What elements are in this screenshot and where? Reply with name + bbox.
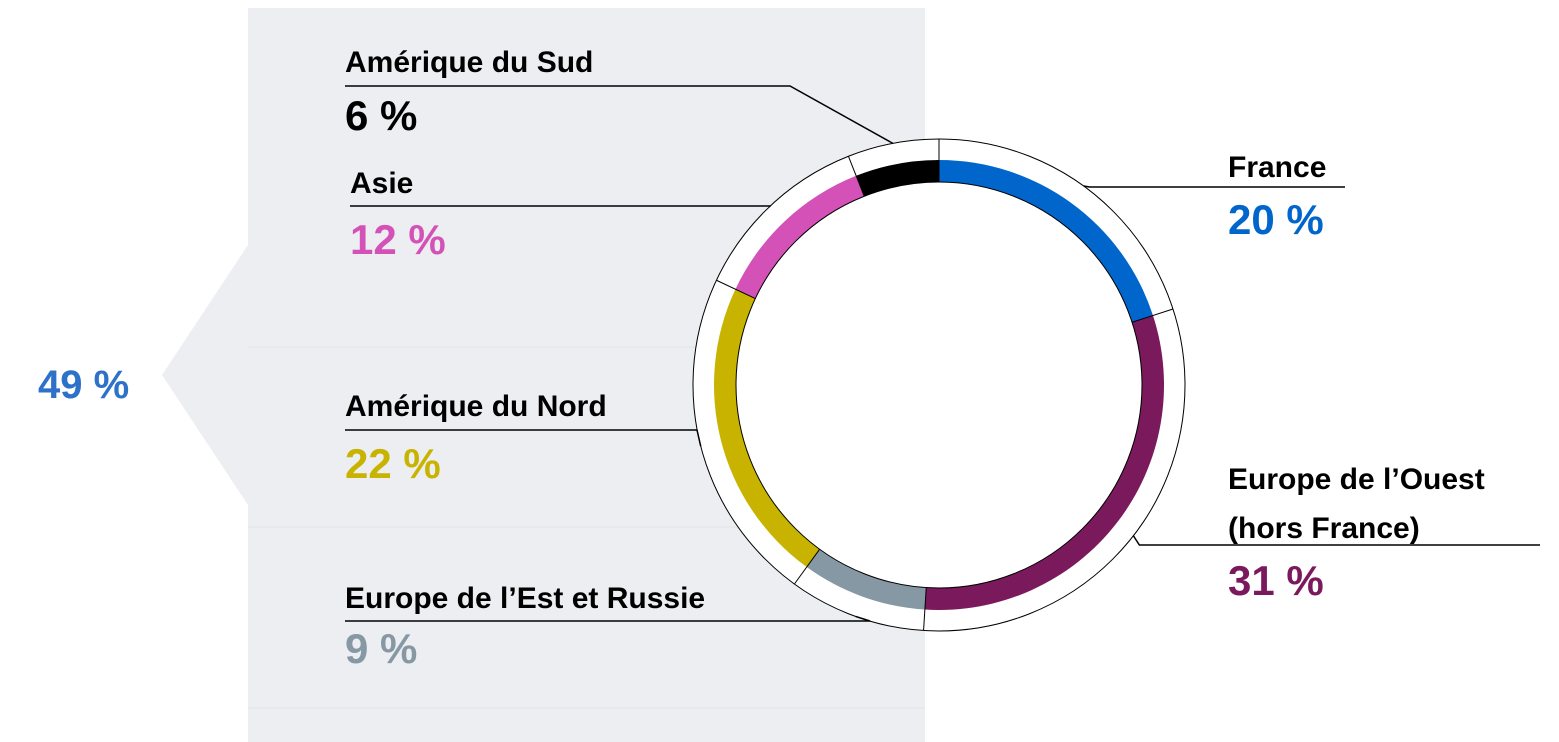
segment-value: 12 % [350,216,446,263]
segment-label: Amérique du Sud [345,46,594,79]
segment-divider [716,279,756,300]
inner-hole [735,181,1143,589]
donut-segment [939,160,1153,323]
leader-line [345,85,894,145]
segment-divider [923,587,927,631]
segment-label: France [1228,151,1327,184]
leader-line [345,615,871,622]
group-total: 49 % [38,363,130,407]
segment-label: Asie [350,167,414,200]
segment-value: 31 % [1228,557,1324,604]
segment-divider [794,548,821,585]
segment-value: 22 % [345,440,441,487]
leader-line [1132,535,1540,546]
donut-segment [856,160,939,197]
segment-label: Amérique du Nord [345,390,607,423]
leader-line [345,429,702,447]
segment-value: 20 % [1228,196,1324,243]
group-chevron [162,245,248,505]
segment-divider [847,156,865,197]
donut-segment [924,315,1164,610]
segment-label: Europe de l’Est et Russie [345,582,706,615]
donut-segment [806,549,927,610]
donut-segment [714,289,820,568]
segment-divider [1131,308,1174,323]
leader-line [1083,185,1345,188]
segment-label: Europe de l’Ouest (hors France) [1228,463,1485,545]
segment-value: 6 % [345,92,418,139]
segment-value: 9 % [345,625,418,672]
